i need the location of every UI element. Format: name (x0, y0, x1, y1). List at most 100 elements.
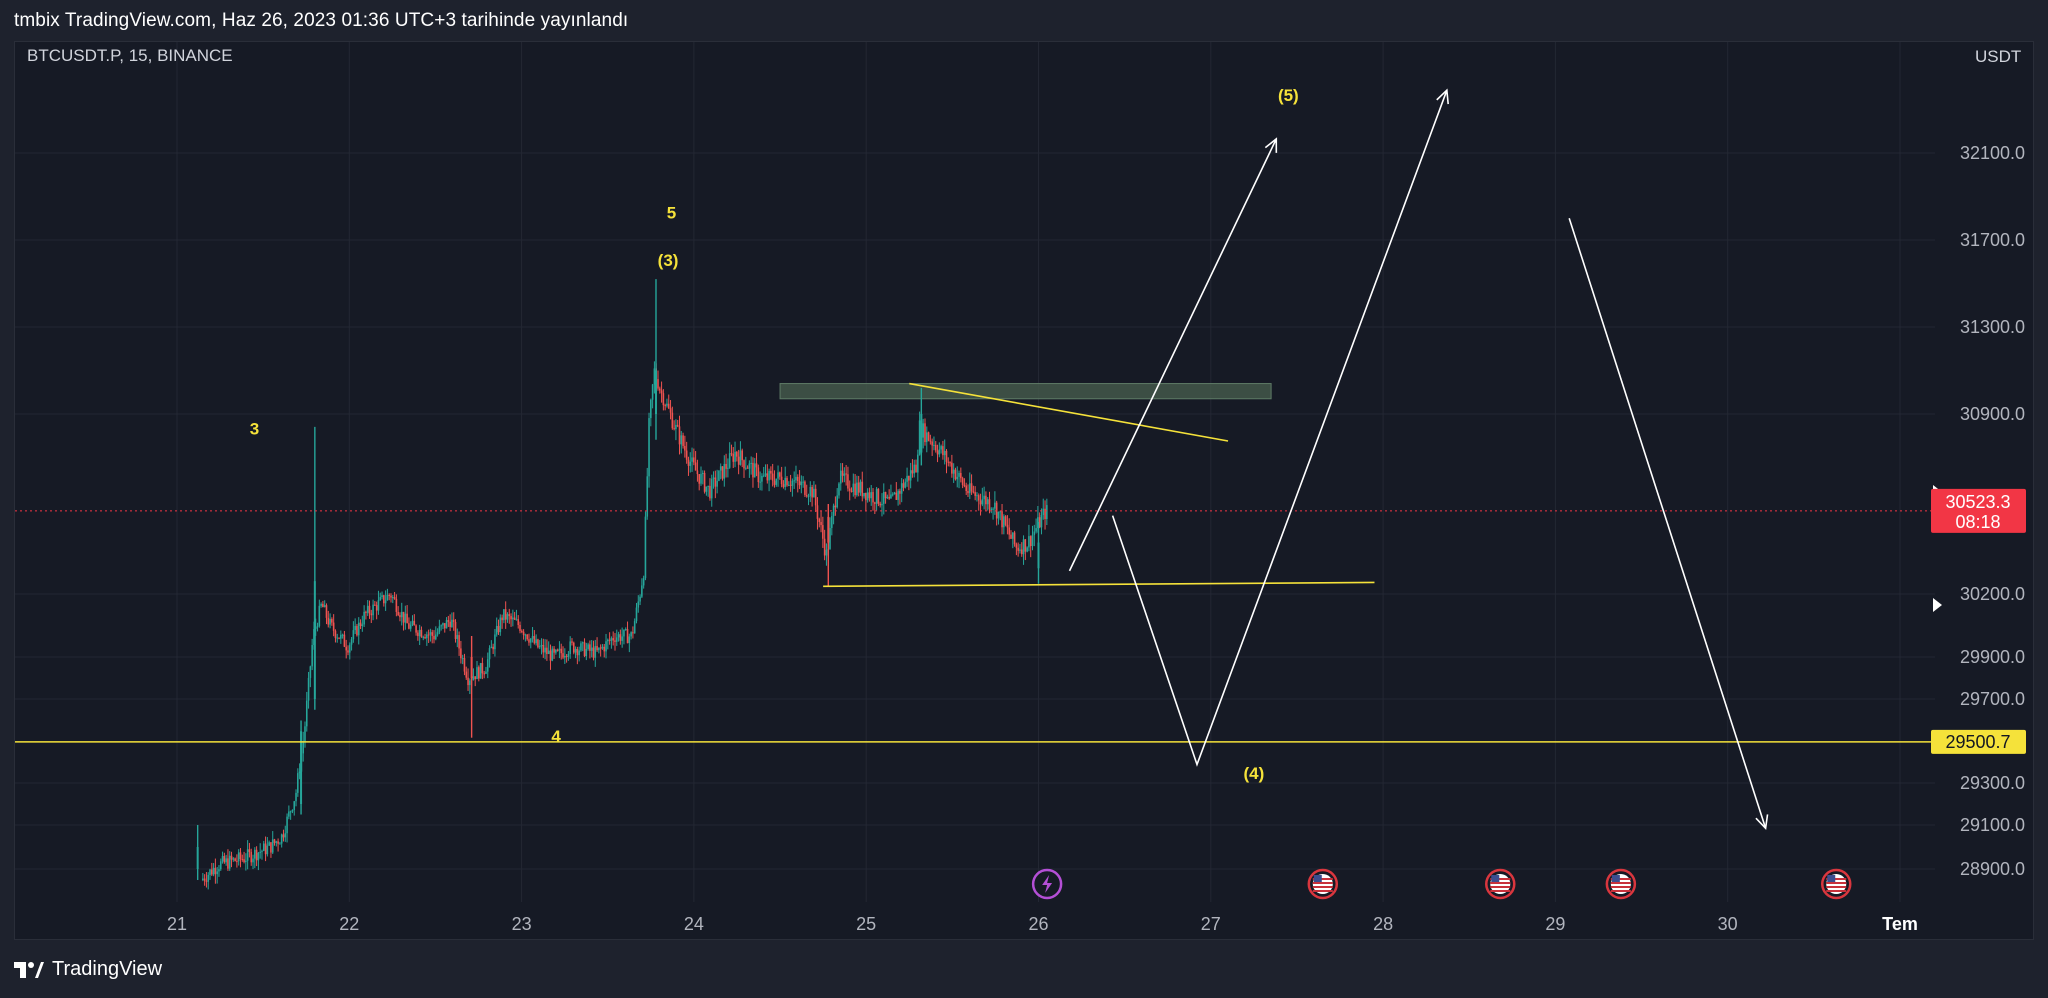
candle (671, 406, 674, 430)
candle (929, 434, 932, 445)
candle-body (718, 470, 720, 481)
dividend-event-icon[interactable] (1031, 868, 1063, 900)
candle (972, 485, 975, 494)
candle (515, 609, 518, 621)
candle-body (340, 634, 342, 639)
candle-body (689, 461, 692, 466)
price-chart[interactable]: 3 5 (3) 4 (5) (4) BTCUSDT.P, 15, BINANCE USDT… (15, 42, 2035, 941)
candle (1037, 522, 1040, 584)
candle-body (402, 611, 405, 623)
candle-body (442, 623, 444, 626)
candle-body (207, 874, 210, 882)
candle-body (451, 619, 453, 628)
symbol-label[interactable]: BTCUSDT.P, 15, BINANCE (27, 46, 233, 65)
candle (755, 452, 758, 477)
candle-body (562, 653, 564, 658)
arrow-head-icon (1264, 137, 1278, 153)
candle-body (196, 847, 199, 869)
us-flag-event-icon[interactable] (1485, 868, 1516, 900)
projection-arrow[interactable] (1111, 89, 1448, 767)
candle (650, 398, 652, 427)
candle (877, 488, 880, 507)
candle (657, 370, 659, 391)
candle (608, 632, 611, 645)
candle-body (657, 379, 659, 389)
candle-body (533, 636, 536, 644)
candle (495, 617, 498, 637)
candle (813, 481, 815, 498)
candle-body (291, 809, 294, 812)
candle (1042, 498, 1045, 520)
candle (847, 466, 849, 492)
candle-body (415, 625, 417, 633)
candle (461, 654, 464, 665)
candle (654, 279, 657, 440)
flag-stripe (1490, 882, 1511, 884)
candle-body (703, 473, 706, 492)
candle (309, 665, 312, 688)
us-flag-event-icon[interactable] (1307, 868, 1339, 900)
candle (802, 476, 804, 488)
candle (417, 630, 419, 641)
candle-body (897, 490, 899, 500)
projection-arrow[interactable] (1568, 218, 1767, 829)
candle-body (370, 613, 373, 616)
candle-body (676, 424, 679, 427)
candle (329, 613, 331, 629)
candles-layer (196, 279, 1048, 890)
candle-body (893, 492, 896, 495)
candle (302, 731, 304, 762)
us-flag-event-icon[interactable] (1820, 868, 1852, 900)
chart-panel[interactable]: 3 5 (3) 4 (5) (4) BTCUSDT.P, 15, BINANCE USDT… (14, 41, 2034, 940)
candle-body (832, 505, 835, 517)
candle-body (422, 637, 425, 639)
annotation-layer[interactable] (15, 88, 1933, 831)
tradingview-logo[interactable]: TradingView (14, 958, 162, 981)
candle-body (924, 423, 926, 443)
candle (995, 500, 998, 526)
candle (426, 631, 428, 646)
candle (727, 458, 729, 478)
wave-label: 4 (551, 727, 561, 746)
candle-body (547, 650, 550, 655)
candle (721, 466, 724, 481)
candle (748, 460, 751, 478)
resistance-zone[interactable] (779, 383, 1272, 400)
candle-body (529, 638, 532, 643)
candle (406, 605, 408, 624)
candle (784, 466, 787, 491)
candle-body (628, 636, 631, 644)
candle-body (239, 852, 242, 859)
candle-body (877, 488, 880, 504)
us-flag-event-icon[interactable] (1605, 868, 1637, 900)
candle (478, 665, 480, 682)
candle (757, 464, 760, 488)
candle (687, 456, 690, 476)
candle-body (623, 629, 625, 637)
projection-arrow[interactable] (1068, 138, 1278, 572)
ascending-trend-line[interactable] (823, 581, 1375, 588)
candle (370, 609, 373, 624)
candle-body (345, 646, 347, 651)
candle-body (374, 604, 376, 606)
candle (696, 459, 699, 482)
candle (832, 503, 835, 525)
y-tick-label: 29300.0 (1960, 773, 2025, 793)
candle-body (913, 464, 916, 474)
candle-body (646, 476, 649, 517)
candle-body (752, 462, 754, 478)
descending-trend-line[interactable] (909, 382, 1229, 442)
drawing-layer[interactable] (779, 383, 1272, 400)
candle (259, 843, 261, 859)
events-layer[interactable] (1031, 868, 1852, 900)
candle (1010, 530, 1012, 539)
candle-body (424, 637, 426, 639)
candle (651, 383, 654, 409)
candle (583, 638, 586, 658)
candle (818, 517, 821, 528)
candle-body (727, 467, 729, 469)
candle-body (814, 488, 817, 506)
candle-body (793, 480, 795, 482)
candle (1046, 498, 1048, 526)
candle (270, 842, 272, 858)
